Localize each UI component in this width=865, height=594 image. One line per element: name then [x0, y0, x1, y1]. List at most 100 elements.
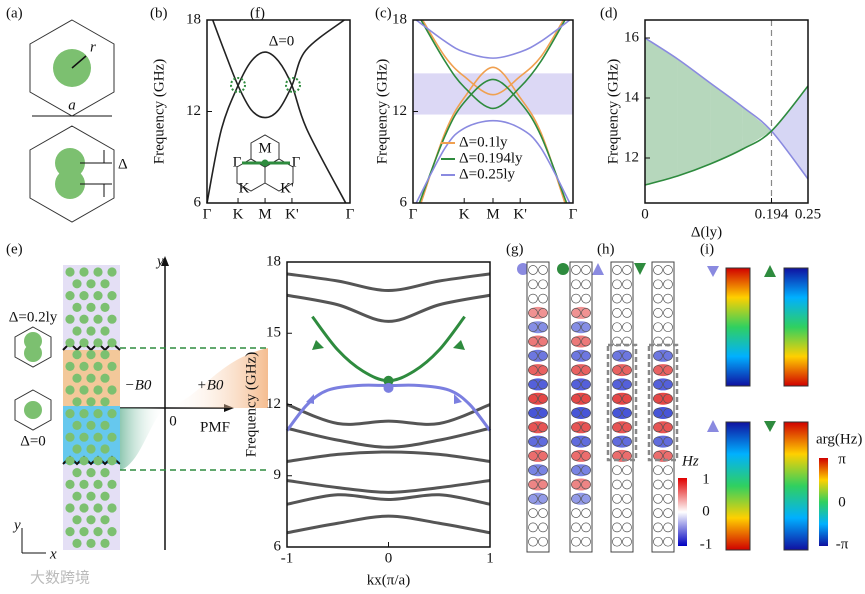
hole	[581, 379, 591, 390]
hole	[612, 522, 622, 533]
hole	[622, 436, 632, 447]
panel-label: (i)	[700, 241, 714, 257]
hole	[571, 408, 581, 418]
plot-frame	[644, 19, 809, 204]
annotation: Δ=0	[269, 33, 295, 49]
field-lobe	[571, 435, 591, 448]
hole	[663, 293, 673, 304]
highlight	[647, 343, 679, 462]
rod	[72, 538, 82, 549]
band-line	[644, 37, 809, 180]
hole	[571, 522, 581, 533]
rod	[100, 373, 110, 383]
hole	[571, 379, 581, 390]
field-lobe	[528, 449, 548, 462]
rod	[100, 444, 110, 454]
rod	[100, 302, 110, 312]
rod	[79, 267, 89, 277]
hole	[663, 322, 673, 333]
hole	[653, 379, 663, 390]
rod	[100, 326, 110, 336]
field-lobe	[653, 407, 673, 419]
y-tick-label: 15	[266, 325, 281, 341]
field-lobe	[653, 435, 673, 448]
rod	[107, 432, 117, 442]
rod	[107, 456, 117, 466]
band-line	[286, 293, 491, 323]
y-tick-label: 16	[624, 29, 640, 45]
rod	[86, 444, 96, 454]
pmf-label: 0	[169, 413, 177, 429]
rod	[79, 361, 89, 371]
legend-label: Δ=0.194ly	[459, 150, 523, 166]
rod	[93, 503, 103, 513]
hole	[571, 279, 581, 290]
hole	[528, 493, 538, 504]
rod	[72, 350, 82, 360]
rod	[93, 432, 103, 442]
hole	[612, 508, 622, 518]
y-axis-label: Frequency (GHz)	[151, 59, 167, 164]
marker	[383, 375, 394, 386]
hole	[571, 265, 581, 275]
hole	[538, 265, 548, 275]
watermark: 大数跨境	[30, 569, 90, 587]
hole	[612, 308, 622, 318]
hole	[538, 422, 548, 433]
inset-label: Γ	[292, 154, 301, 170]
panel-label: (d)	[600, 5, 618, 21]
plot-frame	[286, 261, 491, 548]
hole	[581, 393, 591, 404]
field-lobe	[528, 407, 548, 419]
panel-i: (i) arg(Hz) π 0 -π	[700, 241, 862, 552]
hole	[528, 265, 538, 275]
field-lobe	[571, 407, 591, 419]
field-lobe	[653, 392, 673, 405]
hole	[622, 479, 632, 490]
hole	[528, 536, 538, 547]
hole	[571, 436, 581, 447]
rod	[107, 291, 117, 301]
hole	[571, 465, 581, 476]
rod	[65, 291, 75, 301]
rod	[65, 409, 75, 419]
delta-label: Δ=0.2ly	[9, 309, 58, 325]
rod	[65, 527, 75, 537]
panel-label: (a)	[6, 5, 23, 21]
field-lobe	[528, 421, 548, 434]
colorbar-label: 1	[702, 471, 710, 487]
hole	[538, 279, 548, 290]
x-tick-label: M	[258, 206, 271, 222]
field-lobe	[571, 335, 591, 348]
x-tick-label: K'	[285, 206, 299, 222]
hole	[528, 308, 538, 318]
radius	[71, 55, 87, 69]
hole	[622, 365, 632, 375]
x-tick-label: -1	[281, 550, 294, 566]
hole	[653, 408, 663, 418]
rod	[24, 401, 42, 419]
rod	[79, 314, 89, 324]
rod	[72, 373, 82, 383]
rod	[93, 291, 103, 301]
symbol	[634, 263, 646, 275]
hole	[612, 393, 622, 404]
rod	[79, 409, 89, 419]
hole	[653, 536, 663, 547]
rod	[100, 468, 110, 478]
x-tick-label: Γ	[203, 206, 212, 222]
field-lobe	[653, 378, 673, 391]
hole	[571, 451, 581, 461]
band-line	[286, 426, 491, 449]
hexagon	[264, 158, 294, 192]
pmf-label: PMF	[200, 419, 230, 435]
phase-map	[725, 267, 751, 387]
y-tick-label: 18	[186, 11, 201, 27]
hole	[622, 493, 632, 504]
rod	[79, 338, 89, 348]
rod	[107, 527, 117, 537]
rod	[79, 432, 89, 442]
legend-label: Δ=0.1ly	[459, 134, 508, 150]
